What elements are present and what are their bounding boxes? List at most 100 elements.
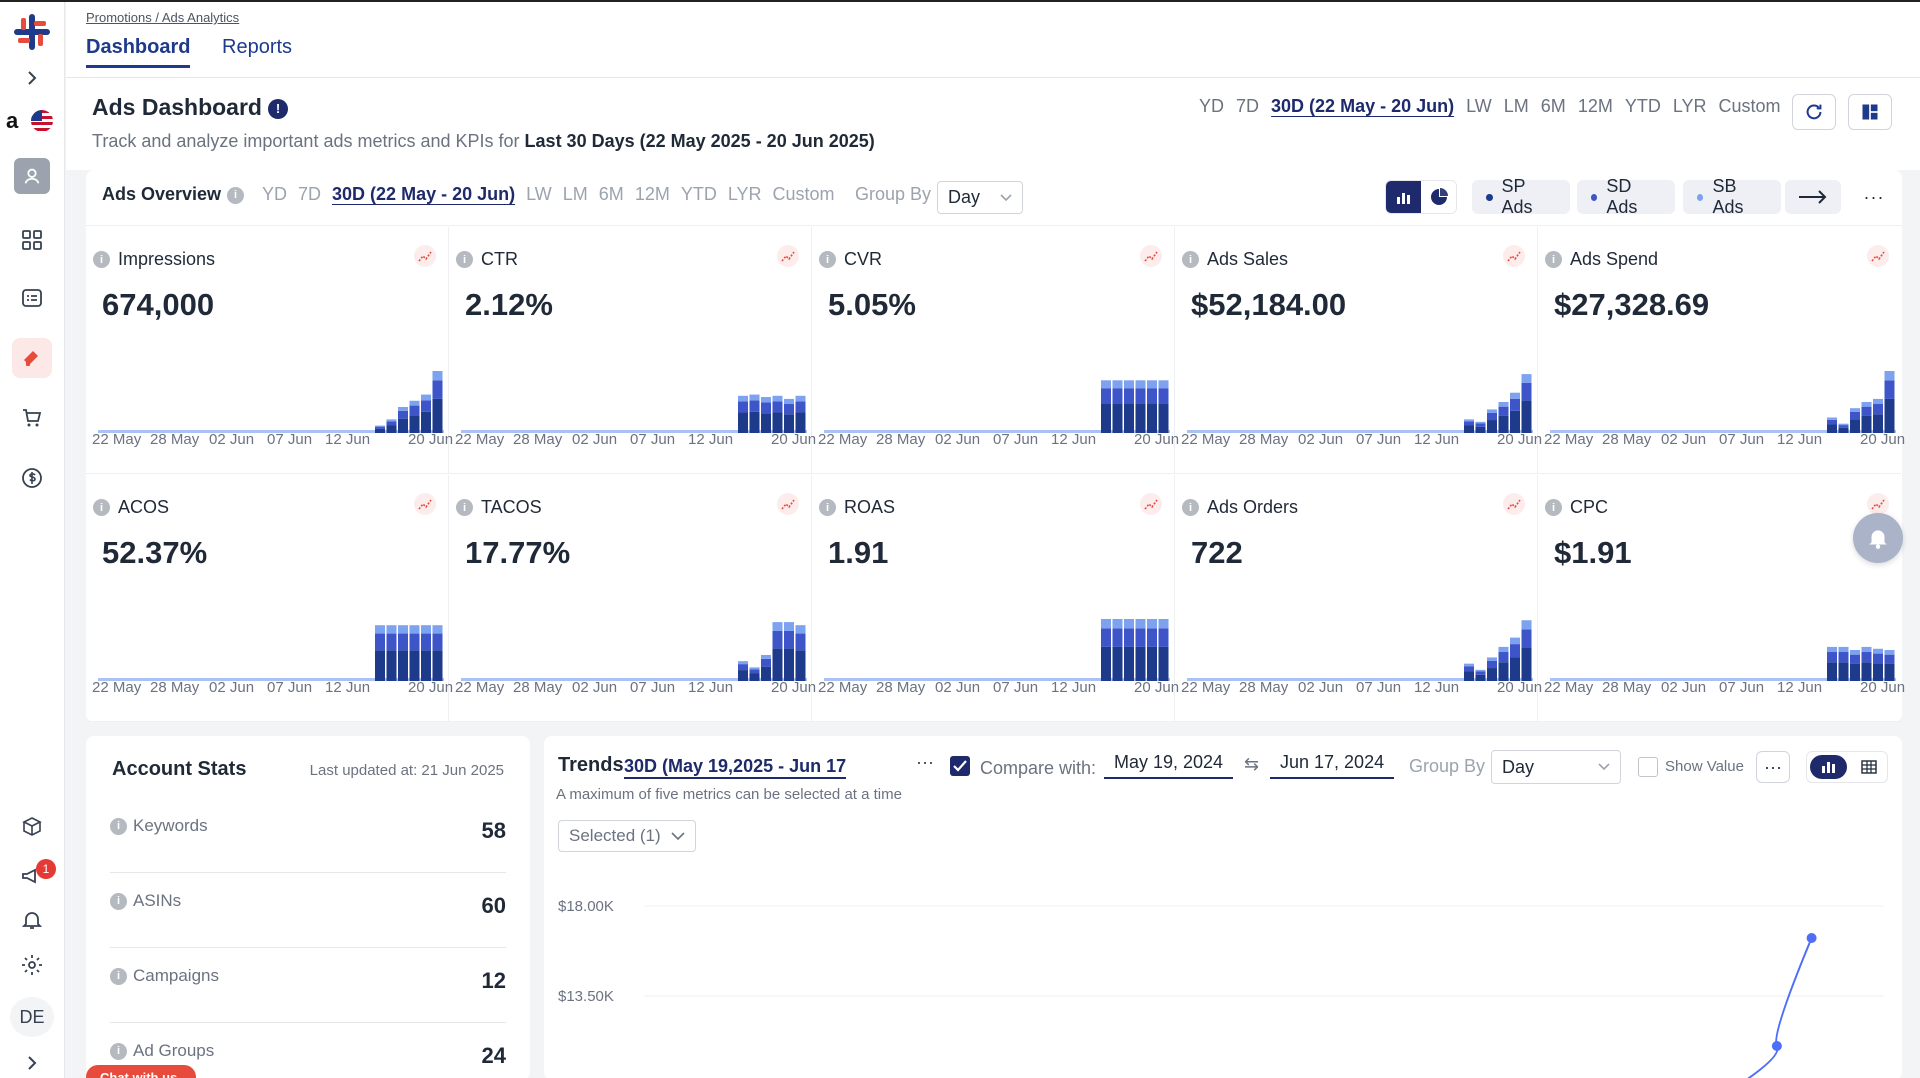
trends-more-options[interactable]: ··· xyxy=(916,752,934,772)
dollar-icon[interactable] xyxy=(12,458,52,498)
trend-chart-icon[interactable] xyxy=(777,245,799,267)
trend-chart-icon[interactable] xyxy=(414,245,436,267)
breadcrumb[interactable]: Promotions / Ads Analytics xyxy=(86,10,240,25)
chat-with-us-button[interactable]: Chat with us xyxy=(86,1065,196,1078)
trend-chart-icon[interactable] xyxy=(1140,493,1162,515)
info-icon[interactable]: i xyxy=(1545,251,1562,268)
group-by-select[interactable]: Day xyxy=(937,181,1023,214)
metrics-selected-dropdown[interactable]: Selected (1) xyxy=(558,820,696,852)
trend-chart-icon[interactable] xyxy=(414,493,436,515)
expand-sidebar-icon[interactable] xyxy=(20,66,44,90)
bar-chart-toggle-icon[interactable] xyxy=(1810,755,1847,779)
more-options-button[interactable]: ··· xyxy=(1856,180,1892,214)
table-view-toggle-icon[interactable] xyxy=(1850,752,1887,782)
trend-chart-icon[interactable] xyxy=(1140,245,1162,267)
compare-to-date[interactable]: Jun 17, 2024 xyxy=(1270,752,1395,779)
collapse-sidebar-icon[interactable] xyxy=(12,1048,52,1078)
tab-reports[interactable]: Reports xyxy=(222,36,293,58)
checklist-icon[interactable] xyxy=(12,278,52,318)
profile-icon[interactable] xyxy=(14,158,50,194)
info-icon[interactable]: i xyxy=(819,499,836,516)
metric-card[interactable]: i CVR 5.05% 22 May 28 May 02 Jun 07 Jun 12 Jun 2… xyxy=(812,227,1179,474)
amazon-marketplace-icon[interactable]: a xyxy=(6,108,19,133)
info-icon[interactable]: i xyxy=(227,186,245,204)
info-icon[interactable]: i xyxy=(1545,499,1562,516)
header-range-9[interactable]: Custom xyxy=(1718,96,1781,116)
info-icon[interactable]: i xyxy=(110,1042,127,1060)
metric-card[interactable]: i Ads Orders 722 22 May 28 May 02 Jun 07 Jun 12… xyxy=(1175,475,1542,722)
info-icon[interactable]: i xyxy=(456,251,473,268)
dashboard-grid-icon[interactable] xyxy=(12,220,52,260)
trend-chart-icon[interactable] xyxy=(1503,245,1525,267)
swap-dates-icon[interactable]: ⇆ xyxy=(1244,754,1260,774)
info-icon[interactable]: i xyxy=(110,967,127,985)
overview-range-1[interactable]: 7D xyxy=(298,184,322,204)
info-icon[interactable]: i xyxy=(1182,499,1199,516)
tab-dashboard[interactable]: Dashboard xyxy=(86,36,191,68)
metric-card[interactable]: i ACOS 52.37% 22 May 28 May 02 Jun 07 Jun 12 Ju… xyxy=(86,475,453,722)
trends-more-button[interactable]: ··· xyxy=(1756,751,1790,783)
series-point[interactable] xyxy=(1771,1041,1782,1051)
info-icon[interactable]: ! xyxy=(267,98,288,119)
bar-chart-toggle-icon[interactable] xyxy=(1386,181,1421,213)
metric-card[interactable]: i ROAS 1.91 22 May 28 May 02 Jun 07 Jun 12 Jun 2… xyxy=(812,475,1179,722)
header-range-5[interactable]: 6M xyxy=(1540,96,1566,116)
overview-range-4[interactable]: LM xyxy=(562,184,588,204)
header-range-6[interactable]: 12M xyxy=(1577,96,1613,116)
overview-range-2[interactable]: 30D (22 May - 20 Jun) xyxy=(332,184,516,204)
info-icon[interactable]: i xyxy=(456,499,473,516)
metric-card[interactable]: i Impressions 674,000 22 May 28 May 02 Jun 07 … xyxy=(86,227,453,474)
trend-chart-icon[interactable] xyxy=(777,493,799,515)
ad-type-filter-0[interactable]: SP Ads xyxy=(1472,176,1570,217)
trends-range-select[interactable]: 30D (May 19,2025 - Jun 17,2025) xyxy=(624,756,846,779)
info-icon[interactable]: i xyxy=(93,251,110,268)
header-range-1[interactable]: 7D xyxy=(1236,96,1260,116)
overview-range-3[interactable]: LW xyxy=(526,184,552,204)
overview-range-6[interactable]: 12M xyxy=(634,184,670,204)
header-range-2[interactable]: 30D (22 May - 20 Jun) xyxy=(1271,96,1455,116)
overview-range-8[interactable]: LYR xyxy=(727,184,762,204)
overview-range-0[interactable]: YD xyxy=(262,184,288,204)
next-arrow-button[interactable] xyxy=(1785,180,1841,214)
metric-card[interactable]: i Ads Spend $27,328.69 22 May 28 May 02 Jun 07… xyxy=(1538,227,1905,474)
series-point[interactable] xyxy=(1806,933,1817,943)
bell-icon[interactable] xyxy=(12,900,52,940)
compare-from-date[interactable]: May 19, 2024 xyxy=(1104,752,1234,779)
info-icon[interactable]: i xyxy=(110,892,127,910)
header-range-8[interactable]: LYR xyxy=(1672,96,1707,116)
compare-checkbox[interactable] xyxy=(950,756,970,776)
metric-card[interactable]: i CPC $1.91 22 May 28 May 02 Jun 07 Jun 12 Jun 2… xyxy=(1538,475,1905,722)
announcements-icon[interactable] xyxy=(12,856,52,896)
overview-range-5[interactable]: 6M xyxy=(598,184,624,204)
ad-type-filter-2[interactable]: SB Ads xyxy=(1683,176,1781,217)
overview-range-9[interactable]: Custom xyxy=(772,184,835,204)
promotions-megaphone-icon[interactable] xyxy=(12,338,52,378)
info-icon[interactable]: i xyxy=(93,499,110,516)
layout-button[interactable] xyxy=(1848,94,1892,130)
header-range-7[interactable]: YTD xyxy=(1624,96,1661,116)
cart-icon[interactable] xyxy=(12,398,52,438)
info-icon[interactable]: i xyxy=(819,251,836,268)
overview-range-7[interactable]: YTD xyxy=(680,184,717,204)
user-avatar[interactable]: DE xyxy=(10,997,54,1037)
pie-chart-toggle-icon[interactable] xyxy=(1421,181,1456,213)
show-value-checkbox[interactable] xyxy=(1638,757,1658,777)
info-icon[interactable]: i xyxy=(1182,251,1199,268)
trend-chart-icon[interactable] xyxy=(1503,493,1525,515)
metric-card[interactable]: i Ads Sales $52,184.00 22 May 28 May 02 Jun 07… xyxy=(1175,227,1542,474)
trends-group-by-select[interactable]: Day xyxy=(1491,750,1621,784)
us-flag-icon[interactable] xyxy=(31,110,53,132)
header-range-0[interactable]: YD xyxy=(1199,96,1225,116)
trend-chart-icon[interactable] xyxy=(1867,493,1889,515)
brand-logo-icon[interactable] xyxy=(12,12,52,52)
ad-type-filter-1[interactable]: SD Ads xyxy=(1577,176,1675,217)
package-icon[interactable] xyxy=(12,807,52,847)
header-range-4[interactable]: LM xyxy=(1503,96,1529,116)
metric-card[interactable]: i TACOS 17.77% 22 May 28 May 02 Jun 07 Jun 12 J… xyxy=(449,475,816,722)
refresh-button[interactable] xyxy=(1792,94,1836,130)
info-icon[interactable]: i xyxy=(110,817,127,835)
settings-gear-icon[interactable] xyxy=(12,945,52,985)
header-range-3[interactable]: LW xyxy=(1466,96,1492,116)
trend-chart-icon[interactable] xyxy=(1867,245,1889,267)
metric-card[interactable]: i CTR 2.12% 22 May 28 May 02 Jun 07 Jun 12 Jun 2… xyxy=(449,227,816,474)
